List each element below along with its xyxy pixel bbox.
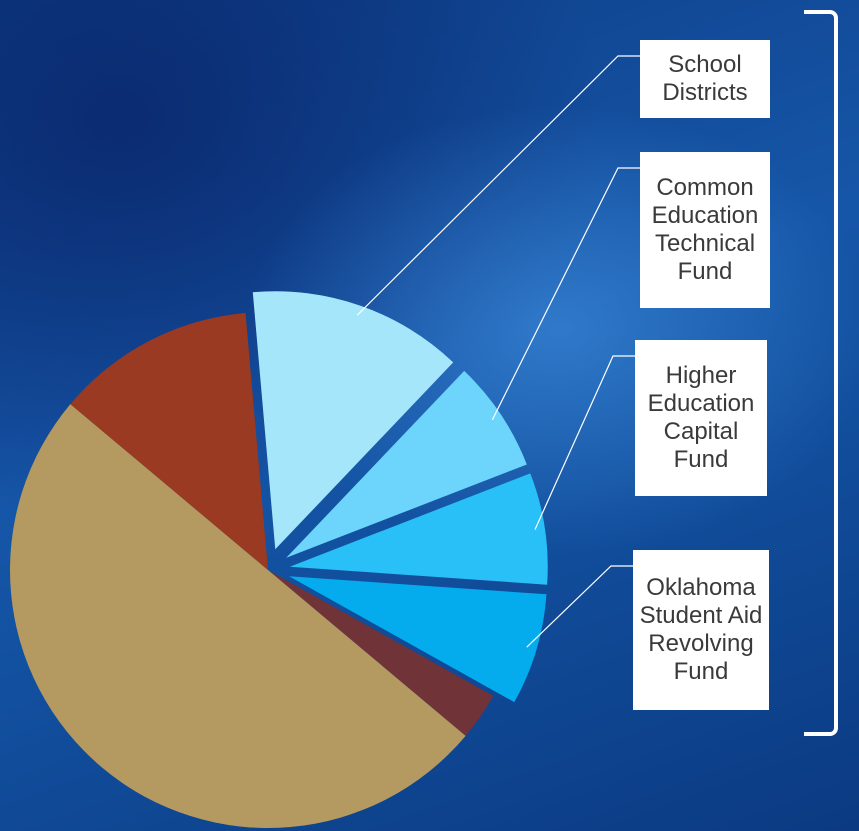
- callout-label: Common Education Technical Fund: [640, 152, 770, 308]
- callout-label-line: Fund: [677, 258, 733, 285]
- leader-line: [356, 55, 640, 316]
- group-bracket: [804, 10, 838, 736]
- callout-label-line: Education: [647, 390, 755, 417]
- callout-label: Higher Education Capital Fund: [635, 340, 767, 496]
- leader-line: [526, 565, 633, 648]
- callout-label-line: Fund: [673, 658, 729, 685]
- callout-label-line: Education: [651, 202, 759, 229]
- pie-slice: [70, 312, 268, 570]
- callout-label-line: Common: [656, 174, 754, 201]
- pie-slice: [9, 404, 466, 828]
- callout-label-line: Technical: [654, 230, 756, 257]
- leader-line: [491, 167, 640, 421]
- callout-label: Oklahoma Student Aid Revolving Fund: [633, 550, 769, 710]
- pie-slice: [286, 370, 527, 558]
- callout-label-line: School: [668, 51, 742, 78]
- pie-slice: [289, 576, 547, 703]
- callout-label-line: Revolving: [648, 630, 754, 657]
- callout-label-line: Higher: [665, 362, 737, 389]
- callout-label: School Districts: [640, 40, 770, 118]
- callout-label-line: Student Aid: [639, 602, 763, 629]
- callout-label-line: Capital: [663, 418, 739, 445]
- leader-line: [534, 355, 635, 530]
- pie-slice: [252, 291, 454, 550]
- callout-label-line: Oklahoma: [646, 574, 756, 601]
- pie-slice: [289, 473, 548, 585]
- callout-label-line: Districts: [662, 79, 748, 106]
- pie-slice: [268, 570, 494, 736]
- callout-label-line: Fund: [673, 446, 729, 473]
